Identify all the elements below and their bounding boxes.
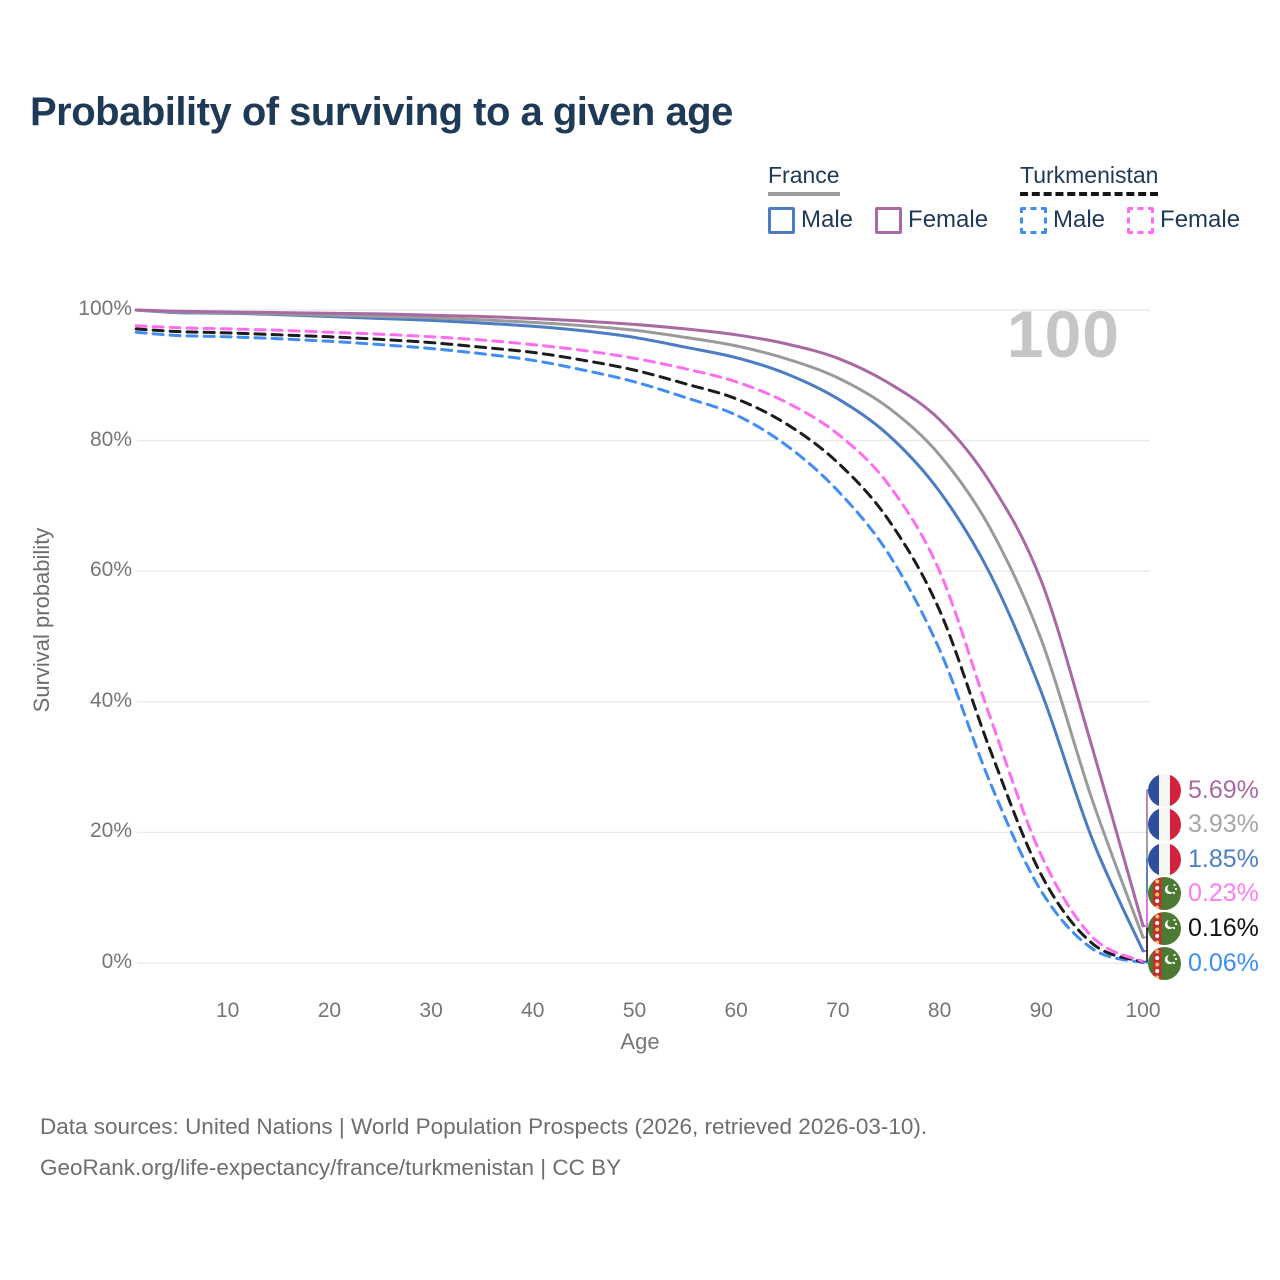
y-tick-label: 40% [89, 688, 132, 712]
footer: Data sources: United Nations | World Pop… [40, 1106, 927, 1188]
end-value-label: 5.69% [1188, 775, 1259, 804]
end-label-turkmenistan-both: 0.16% [1148, 911, 1259, 945]
legend-group-france: France Male Female [768, 162, 988, 234]
end-label-turkmenistan-female: 0.23% [1148, 877, 1259, 911]
line-style-swatch [875, 206, 903, 234]
x-tick-label: 90 [1029, 999, 1053, 1022]
x-tick-label: 60 [724, 999, 748, 1022]
france-flag-icon [1148, 842, 1181, 876]
end-label-turkmenistan-male: 0.06% [1148, 946, 1259, 980]
curve-turkmenistan-female[interactable] [134, 324, 1145, 963]
france-flag-icon [1148, 773, 1181, 807]
turkmenistan-flag-icon [1148, 911, 1181, 945]
legend-item-france-female: Female [875, 206, 988, 234]
x-tick-label: 100 [1125, 999, 1161, 1022]
hover-age-annotation: 100 [1006, 297, 1120, 371]
curve-france-both[interactable] [134, 308, 1145, 939]
end-value-label: 3.93% [1188, 810, 1259, 839]
data-sources-line: Data sources: United Nations | World Pop… [40, 1114, 928, 1139]
end-value-label: 0.23% [1188, 879, 1259, 908]
legend-item-france-male: Male [768, 206, 853, 234]
y-tick-label: 100% [78, 297, 132, 320]
line-style-swatch [1127, 206, 1155, 234]
legend-group-turkmenistan: Turkmenistan Male Female [1020, 162, 1240, 234]
line-style-swatch [1020, 206, 1047, 234]
x-tick-label: 20 [317, 999, 342, 1022]
end-label-france-both: 3.93% [1148, 808, 1259, 842]
x-tick-label: 50 [622, 999, 647, 1022]
y-tick-label: 60% [89, 558, 132, 582]
legend-country-label: France [768, 162, 840, 196]
end-value-label: 0.06% [1188, 948, 1259, 977]
legend-item-label: Female [908, 206, 989, 233]
x-axis-title: Age [620, 1029, 660, 1054]
y-tick-label: 80% [89, 427, 132, 451]
x-tick-label: 40 [521, 999, 545, 1022]
curve-turkmenistan-male[interactable] [134, 330, 1145, 965]
turkmenistan-flag-icon [1148, 877, 1181, 911]
end-value-label: 1.85% [1188, 844, 1259, 873]
x-tick-label: 10 [216, 999, 240, 1022]
y-tick-label: 0% [101, 950, 132, 973]
curve-turkmenistan-both[interactable] [134, 327, 1145, 964]
end-label-france-male: 1.85% [1148, 842, 1259, 876]
legend-item-label: Male [801, 206, 854, 233]
page-title: Probability of surviving to a given age [30, 90, 733, 134]
line-style-swatch [768, 206, 795, 234]
legend-country-label: Turkmenistan [1020, 162, 1159, 196]
attribution-line: GeoRank.org/life-expectancy/france/turkm… [40, 1155, 622, 1180]
curve-france-female[interactable] [134, 308, 1145, 928]
legend-item-label: Male [1053, 206, 1106, 233]
x-tick-label: 30 [419, 999, 443, 1022]
turkmenistan-flag-icon [1148, 946, 1181, 980]
end-label-france-female: 5.69% [1148, 773, 1259, 807]
end-value-label: 0.16% [1188, 913, 1259, 942]
y-tick-label: 20% [89, 819, 132, 843]
curve-france-male[interactable] [134, 308, 1145, 953]
legend-item-label: Female [1160, 206, 1241, 233]
legend-item-turkmenistan-female: Female [1127, 206, 1240, 234]
x-tick-label: 80 [927, 999, 952, 1022]
france-flag-icon [1148, 808, 1181, 842]
x-tick-label: 70 [826, 999, 850, 1022]
legend-item-turkmenistan-male: Male [1020, 206, 1105, 234]
